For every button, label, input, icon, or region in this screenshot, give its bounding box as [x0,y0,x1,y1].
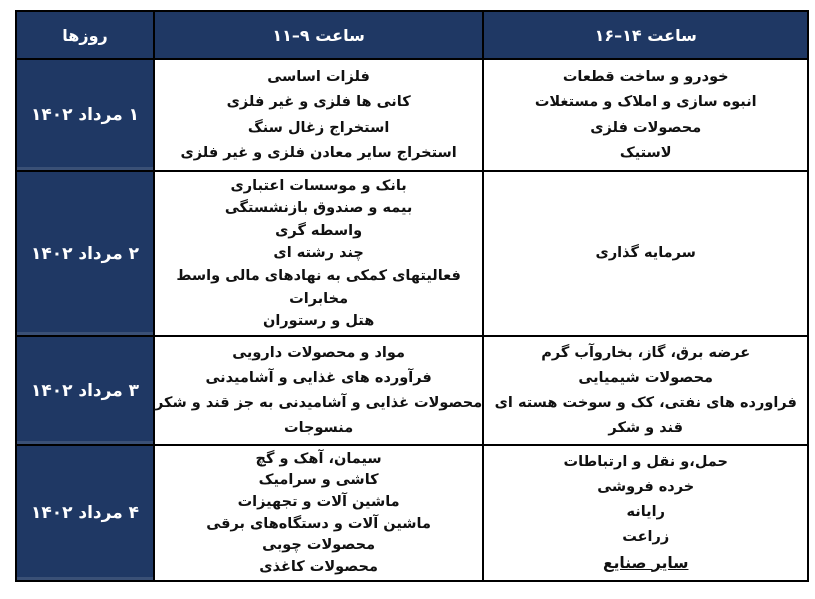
industry-list: سرمایه گذاری [484,172,807,335]
industry-item: انبوه سازی و املاک و مستغلات [534,94,757,111]
schedule-table: روزها ساعت ۹–۱۱ ساعت ۱۴–۱۶ ۱ مرداد ۱۴۰۲ … [15,10,810,582]
industry-list: عرضه برق، گاز، بخاروآب گرم محصولات شیمیا… [484,337,807,444]
industry-list: بانک و موسسات اعتباری بیمه و صندوق بازنش… [155,172,482,335]
table-row: ۴ مرداد ۱۴۰۲ سیمان، آهک و گچ کاشی و سرام… [15,444,810,582]
morning-industries-cell: فلزات اساسی کانی ها فلزی و غیر فلزی استخ… [152,58,485,172]
afternoon-industries-cell: عرضه برق، گاز، بخاروآب گرم محصولات شیمیا… [482,335,810,446]
morning-industries-cell: سیمان، آهک و گچ کاشی و سرامیک ماشین آلات… [152,444,485,582]
industry-item: محصولات کاغذی [259,559,378,576]
industry-item: محصولات چوبی [262,537,376,554]
industry-item: منسوجات [284,419,354,436]
industry-item: لاستیک [619,145,672,162]
industry-list: فلزات اساسی کانی ها فلزی و غیر فلزی استخ… [155,60,482,170]
industry-item: هتل و رستوران [262,313,375,330]
table-row: ۱ مرداد ۱۴۰۲ فلزات اساسی کانی ها فلزی و … [15,58,810,172]
industry-item: استخراج سایر معادن فلزی و غیر فلزی [180,145,457,162]
industry-item: واسطه گری [275,222,363,239]
header-morning-session: ساعت ۹–۱۱ [152,10,485,60]
afternoon-industries-cell: سرمایه گذاری [482,170,810,337]
morning-industries-cell: بانک و موسسات اعتباری بیمه و صندوق بازنش… [152,170,485,337]
industry-item: کاشی و سرامیک [258,472,379,489]
industry-item: قند و شکر [608,419,684,436]
industry-item: زراعت [622,529,670,546]
industry-item: محصولات فلزی [590,119,702,136]
industry-item: سیمان، آهک و گچ [255,450,382,467]
industry-item: مخابرات [289,290,349,307]
industry-item: رایانه [626,504,665,521]
morning-industries-cell: مواد و محصولات دارویی فرآورده های غذایی … [152,335,485,446]
afternoon-industries-cell: حمل،و نقل و ارتباطات خرده فروشی رایانه ز… [482,444,810,582]
industry-item: فلزات اساسی [267,68,370,85]
industry-item: استخراج زغال سنگ [247,119,390,136]
header-days: روزها [15,10,155,60]
industry-item: محصولات شیمیایی [578,369,714,386]
date-cell: ۲ مرداد ۱۴۰۲ [15,170,155,337]
industry-item: ماشین آلات و تجهیزات [237,494,400,511]
industry-item: سرمایه گذاری [595,245,696,262]
industry-item: ماشین آلات و دستگاه‌های برقی [206,515,431,532]
date-cell: ۱ مرداد ۱۴۰۲ [15,58,155,172]
industry-item: عرضه برق، گاز، بخاروآب گرم [541,344,751,361]
industry-item: بانک و موسسات اعتباری [230,177,407,194]
industry-item: بیمه و صندوق بازنشستگی [224,200,413,217]
industry-item: کانی ها فلزی و غیر فلزی [226,94,411,111]
industry-list: مواد و محصولات دارویی فرآورده های غذایی … [155,337,482,444]
date-cell: ۳ مرداد ۱۴۰۲ [15,335,155,446]
table-row: ۳ مرداد ۱۴۰۲ مواد و محصولات دارویی فرآور… [15,335,810,446]
industry-list: سیمان، آهک و گچ کاشی و سرامیک ماشین آلات… [155,446,482,580]
industry-item: فرآورده های غذایی و آشامیدنی [205,369,432,386]
table-header-row: روزها ساعت ۹–۱۱ ساعت ۱۴–۱۶ [15,10,810,60]
industry-item: فراورده های نفتی، کک و سوخت هسته ای [494,394,797,411]
industry-item: چند رشته ای [273,245,364,262]
industry-item: مواد و محصولات دارویی [232,344,405,361]
other-industries-item: سایر صنایع [603,553,689,572]
afternoon-industries-cell: خودرو و ساخت قطعات انبوه سازی و املاک و … [482,58,810,172]
industry-item: خرده فروشی [597,479,695,496]
industry-item: خودرو و ساخت قطعات [562,68,729,85]
table-row: ۲ مرداد ۱۴۰۲ بانک و موسسات اعتباری بیمه … [15,170,810,337]
industry-item: فعالیتهای کمکی به نهادهای مالی واسط [176,268,461,285]
industry-list: خودرو و ساخت قطعات انبوه سازی و املاک و … [484,60,807,170]
industry-list: حمل،و نقل و ارتباطات خرده فروشی رایانه ز… [484,446,807,580]
industry-item: حمل،و نقل و ارتباطات [563,454,728,471]
header-afternoon-session: ساعت ۱۴–۱۶ [482,10,810,60]
industry-item: محصولات غذایی و آشامیدنی به جز قند و شکر [155,394,483,411]
date-cell: ۴ مرداد ۱۴۰۲ [15,444,155,582]
